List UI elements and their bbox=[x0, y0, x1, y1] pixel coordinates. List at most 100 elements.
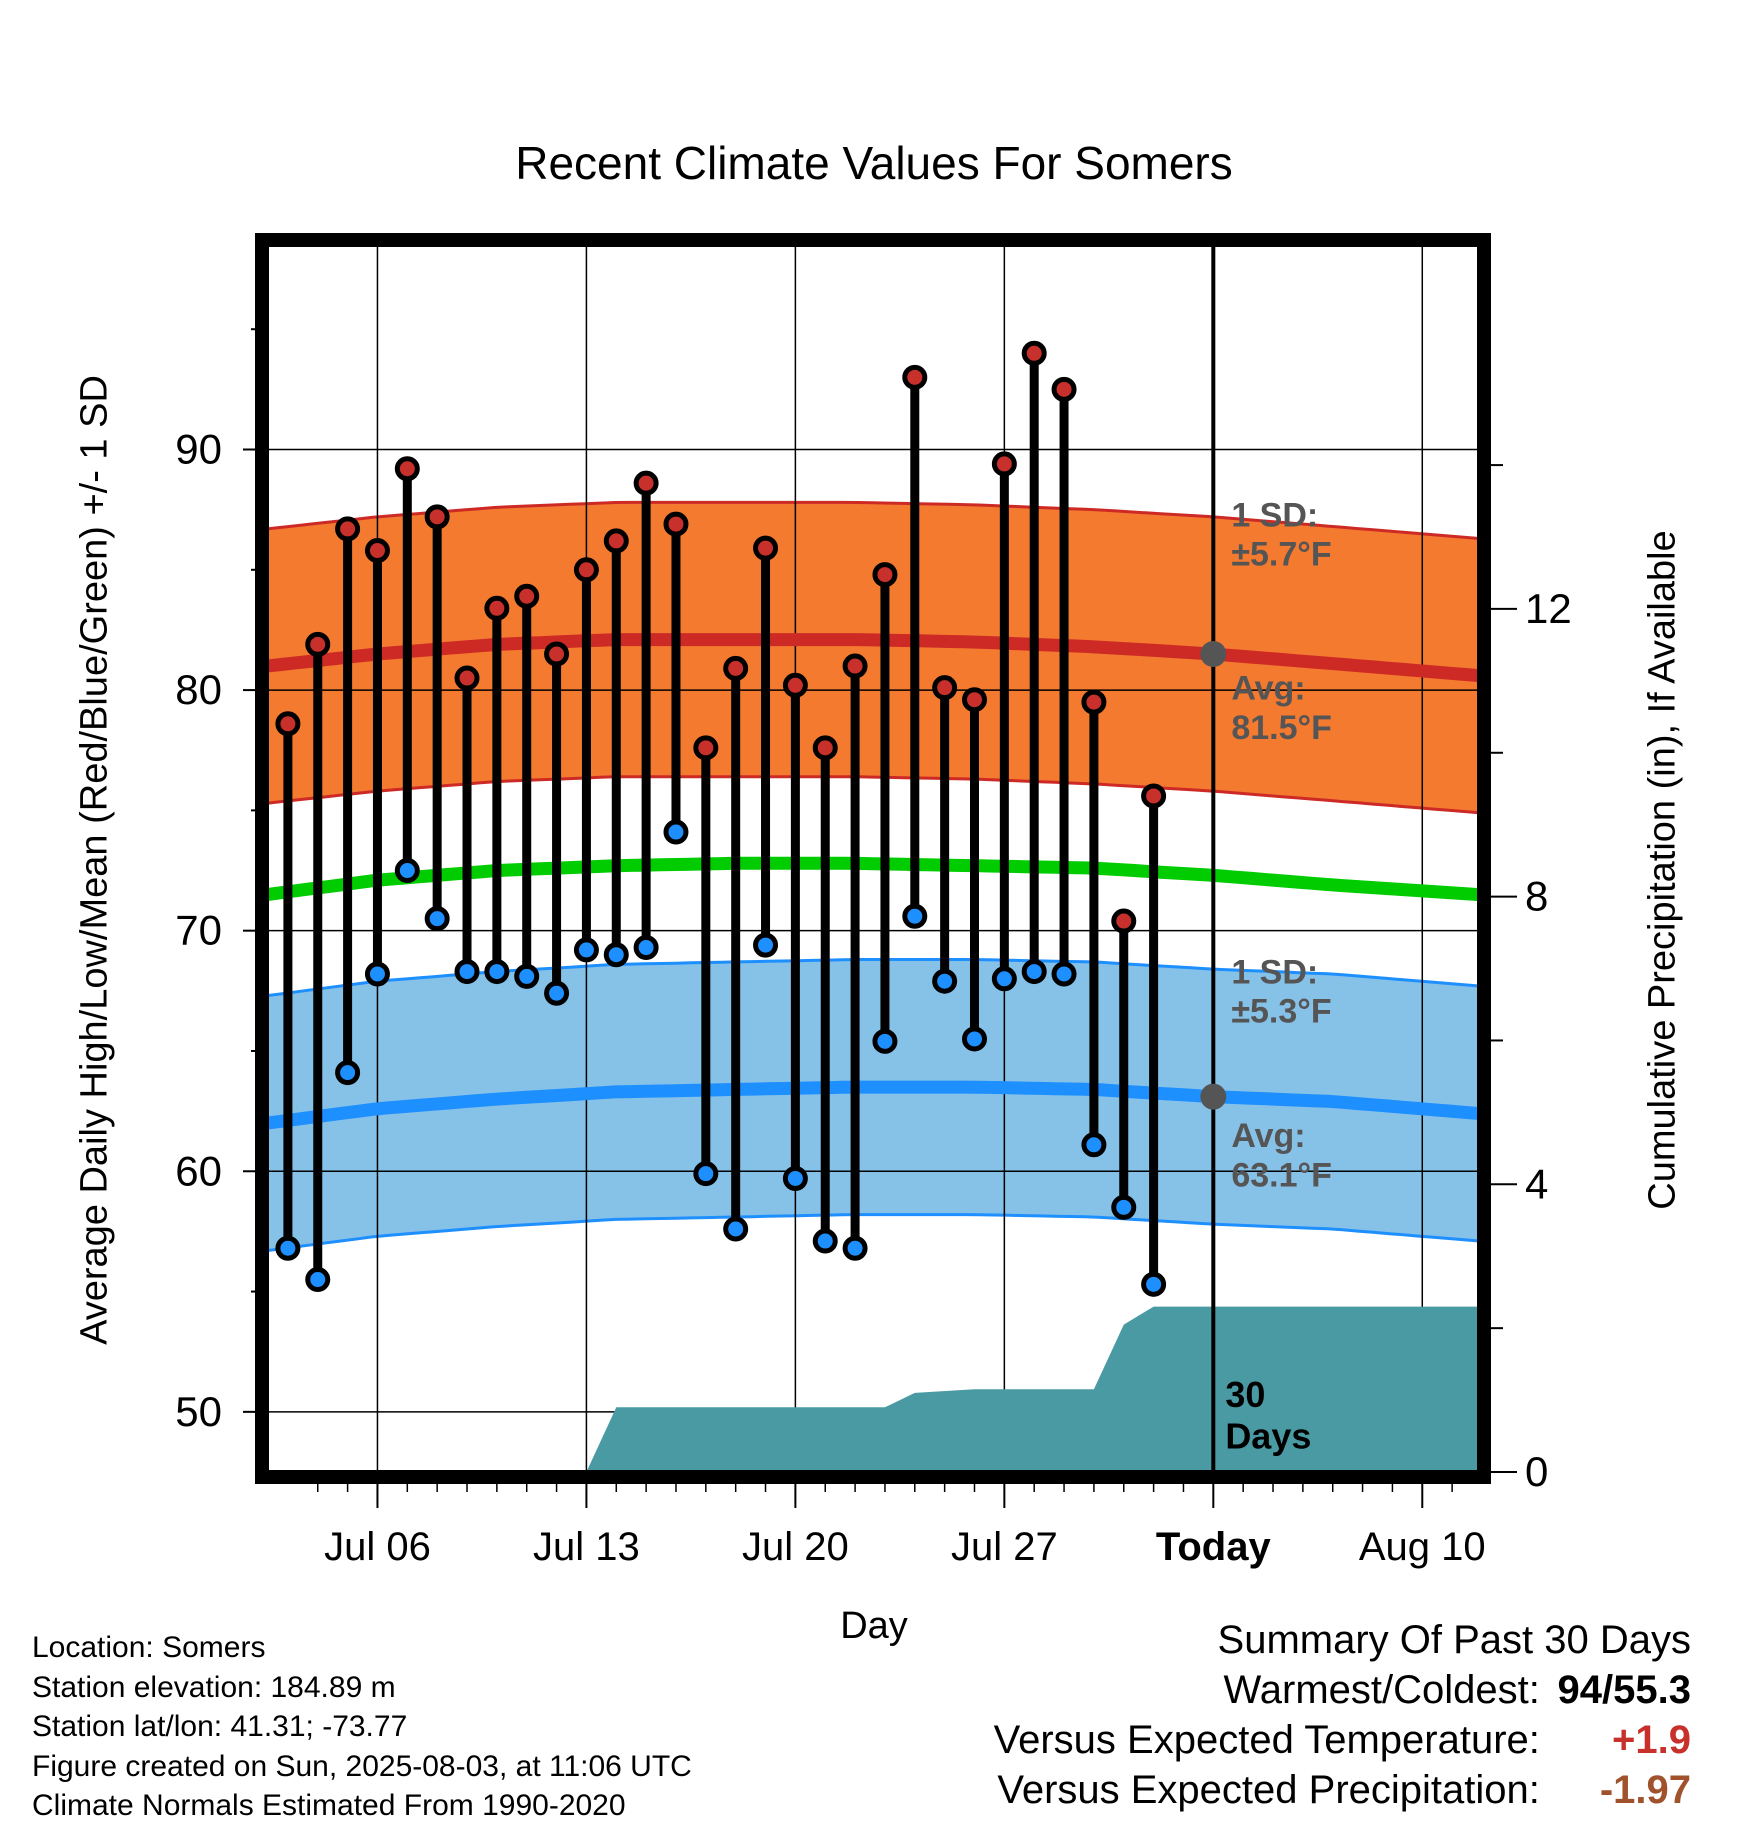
x-tick-label: Today bbox=[1156, 1525, 1272, 1569]
low-point bbox=[1021, 959, 1047, 985]
high-point bbox=[394, 456, 420, 482]
high-point bbox=[305, 631, 331, 657]
y2-tick-label: 8 bbox=[1525, 873, 1548, 920]
low-point bbox=[514, 963, 540, 989]
high-point bbox=[1051, 376, 1077, 402]
low-point bbox=[1141, 1271, 1167, 1297]
high-point bbox=[991, 451, 1017, 477]
low-point bbox=[394, 858, 420, 884]
low-lower-sd bbox=[267, 1213, 1479, 1253]
high-sd-label: 1 SD: ±5.7°F bbox=[1231, 496, 1331, 573]
today-high-marker bbox=[1200, 641, 1227, 667]
low-point bbox=[1051, 961, 1077, 987]
warm-cold-value: 94/55.3 bbox=[1557, 1668, 1691, 1712]
precip-value: -1.97 bbox=[1599, 1768, 1691, 1812]
high-point bbox=[723, 655, 749, 681]
temp-value: +1.9 bbox=[1612, 1718, 1691, 1762]
high-point bbox=[275, 711, 301, 737]
high-band bbox=[267, 502, 1479, 813]
normals-text: Climate Normals Estimated From 1990-2020 bbox=[32, 1789, 626, 1822]
y2-tick-label: 0 bbox=[1525, 1448, 1548, 1495]
low-point bbox=[812, 1228, 838, 1254]
low-point bbox=[693, 1161, 719, 1187]
y2-axis-label: Cumulative Precipitation (in), If Availa… bbox=[1641, 530, 1684, 1210]
high-point bbox=[663, 511, 689, 537]
high-point bbox=[812, 735, 838, 761]
mean-avg-line bbox=[267, 856, 1479, 902]
high-point bbox=[364, 538, 390, 564]
high-point bbox=[753, 535, 779, 561]
precip-label: Versus Expected Precipitation: bbox=[997, 1768, 1540, 1812]
high-point bbox=[1111, 908, 1137, 934]
low-point bbox=[1111, 1194, 1137, 1220]
low-point bbox=[663, 819, 689, 845]
high-point bbox=[842, 653, 868, 679]
low-point bbox=[782, 1165, 808, 1191]
high-avg-line bbox=[267, 633, 1479, 683]
low-point bbox=[872, 1028, 898, 1054]
high-point bbox=[1141, 783, 1167, 809]
created-text: Figure created on Sun, 2025-08-03, at 11… bbox=[32, 1749, 692, 1783]
low-point bbox=[424, 906, 450, 932]
high-point bbox=[514, 583, 540, 609]
high-point bbox=[484, 595, 510, 621]
latlon-text: Station lat/lon: 41.31; -73.77 bbox=[32, 1710, 408, 1743]
chart-title: Recent Climate Values For Somers bbox=[515, 137, 1233, 189]
summary-heading: Summary Of Past 30 Days bbox=[1217, 1618, 1691, 1662]
high-point bbox=[633, 470, 659, 496]
high-point bbox=[544, 641, 570, 667]
high-point bbox=[424, 504, 450, 530]
y-axis-label: Average Daily High/Low/Mean (Red/Blue/Gr… bbox=[73, 375, 116, 1345]
high-point bbox=[932, 675, 958, 701]
high-point bbox=[902, 364, 928, 390]
x-tick-label: Jul 13 bbox=[533, 1525, 640, 1569]
low-point bbox=[633, 935, 659, 961]
low-point bbox=[364, 961, 390, 987]
high-point bbox=[961, 687, 987, 713]
low-point bbox=[1081, 1132, 1107, 1158]
low-point bbox=[902, 903, 928, 929]
low-point bbox=[305, 1267, 331, 1293]
high-point bbox=[335, 516, 361, 542]
low-point bbox=[753, 932, 779, 958]
low-point bbox=[991, 966, 1017, 992]
low-sd-label: 1 SD: ±5.3°F bbox=[1231, 954, 1331, 1031]
high-point bbox=[573, 557, 599, 583]
y-tick-label: 70 bbox=[175, 907, 222, 954]
y-tick-label: 50 bbox=[175, 1388, 222, 1435]
summary-warm-cold: Warmest/Coldest: 94/55.3 bbox=[994, 1665, 1692, 1715]
x-tick-label: Aug 10 bbox=[1359, 1525, 1486, 1569]
low-point bbox=[723, 1216, 749, 1242]
high-upper-sd bbox=[267, 500, 1479, 540]
high-point bbox=[782, 672, 808, 698]
warm-cold-label: Warmest/Coldest: bbox=[1223, 1668, 1540, 1712]
y-tick-label: 60 bbox=[175, 1147, 222, 1194]
low-avg-label: Avg: 63.1°F bbox=[1231, 1117, 1332, 1194]
high-avg-label: Avg: 81.5°F bbox=[1231, 670, 1332, 747]
low-point bbox=[961, 1026, 987, 1052]
high-point bbox=[454, 665, 480, 691]
low-avg-line bbox=[267, 1080, 1479, 1130]
low-point bbox=[335, 1060, 361, 1086]
low-point bbox=[573, 937, 599, 963]
summary-panel: Summary Of Past 30 Days Warmest/Coldest:… bbox=[994, 1615, 1691, 1815]
y2-tick-label: 4 bbox=[1525, 1160, 1548, 1207]
temp-label: Versus Expected Temperature: bbox=[993, 1718, 1540, 1762]
low-band bbox=[267, 959, 1479, 1251]
low-point bbox=[544, 980, 570, 1006]
x-tick-label: Jul 06 bbox=[324, 1525, 431, 1569]
precip-days-label: 30 Days bbox=[1225, 1374, 1311, 1456]
plot-frame bbox=[255, 233, 1491, 1484]
low-point bbox=[275, 1235, 301, 1261]
y-tick-label: 80 bbox=[175, 666, 222, 713]
y2-tick-label: 12 bbox=[1525, 585, 1572, 632]
high-point bbox=[1081, 689, 1107, 715]
summary-temp: Versus Expected Temperature: +1.9 bbox=[994, 1715, 1691, 1765]
high-point bbox=[603, 528, 629, 554]
precip-area bbox=[267, 1306, 1479, 1472]
elevation-text: Station elevation: 184.89 m bbox=[32, 1670, 396, 1704]
location-text: Location: Somers bbox=[32, 1631, 266, 1664]
x-tick-label: Jul 20 bbox=[742, 1525, 849, 1569]
high-point bbox=[872, 562, 898, 588]
